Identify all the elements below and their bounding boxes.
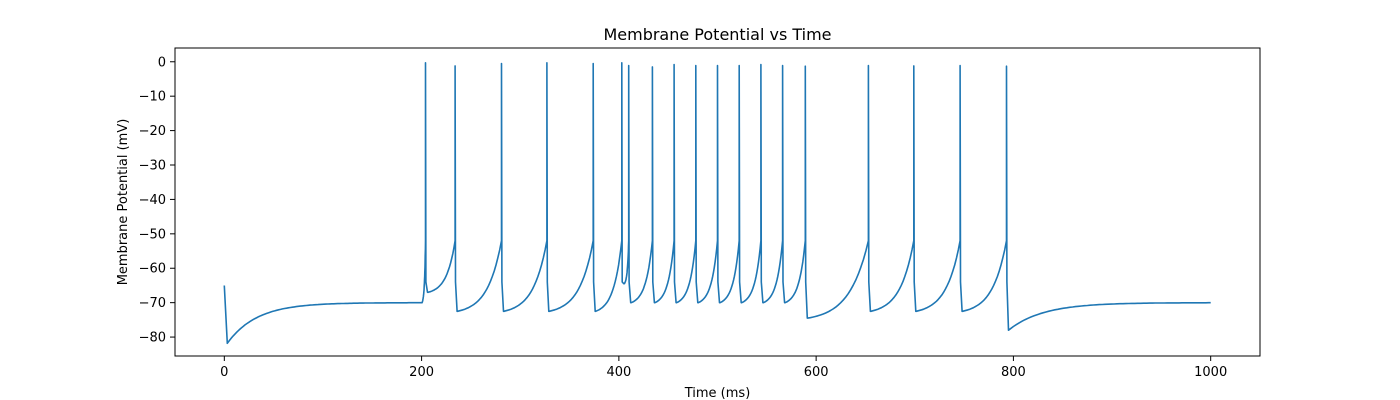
x-tick-label: 600 (804, 365, 829, 380)
x-axis: 0 200 400 600 800 1000 (220, 356, 1227, 380)
x-tick-label: 200 (409, 365, 434, 380)
x-tick-label: 800 (1001, 365, 1026, 380)
y-tick-label: −70 (139, 296, 166, 311)
x-axis-label: Time (ms) (684, 386, 751, 400)
y-tick-label: −80 (139, 331, 166, 346)
y-axis-label: Membrane Potential (mV) (116, 119, 131, 286)
plot-area (174, 47, 1261, 357)
y-tick-label: −20 (139, 124, 166, 139)
chart-title: Membrane Potential vs Time (603, 25, 831, 44)
x-tick-label: 0 (220, 365, 228, 380)
series-line-membrane-potential (223, 62, 1211, 345)
x-tick-label: 1000 (1194, 365, 1227, 380)
x-tick-label: 400 (606, 365, 631, 380)
y-tick-label: −60 (139, 262, 166, 277)
y-tick-label: −30 (139, 159, 166, 174)
y-axis: 0 −10 −20 −30 −40 −50 −60 −70 −80 (139, 55, 175, 346)
y-tick-label: 0 (158, 55, 166, 70)
y-tick-label: −40 (139, 193, 166, 208)
y-tick-label: −10 (139, 90, 166, 105)
axes-frame (174, 47, 1261, 357)
y-tick-label: −50 (139, 227, 166, 242)
